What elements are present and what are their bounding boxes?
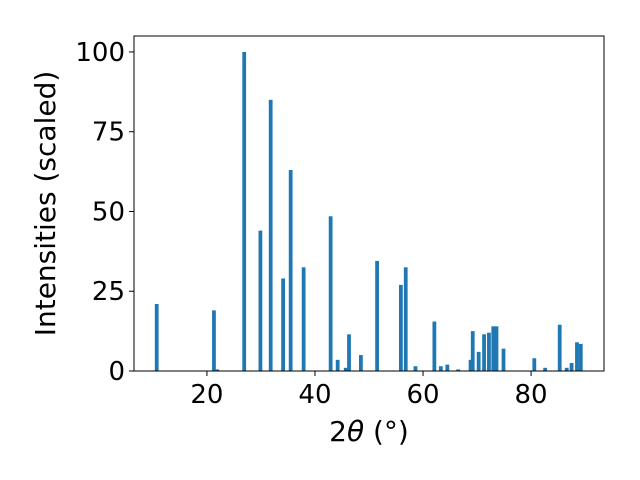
x-axis-label-unit: (°) <box>364 415 409 448</box>
bar <box>347 334 351 371</box>
bar <box>456 369 461 371</box>
bar <box>501 348 506 371</box>
bar <box>242 51 247 371</box>
bar <box>343 367 348 371</box>
bar <box>432 321 437 371</box>
x-tick-label: 80 <box>515 380 548 410</box>
bar <box>154 304 159 371</box>
bar <box>557 324 562 371</box>
y-tick-label: 75 <box>92 118 125 148</box>
bar <box>301 267 306 371</box>
bar <box>281 278 285 371</box>
bar <box>575 342 579 371</box>
bar <box>375 260 379 371</box>
bar <box>468 359 473 371</box>
y-tick-label: 0 <box>108 357 125 387</box>
bar <box>212 310 216 371</box>
bar <box>215 369 220 371</box>
plot-frame <box>133 35 605 372</box>
bar <box>258 230 263 371</box>
bar <box>268 99 273 372</box>
bar <box>494 326 499 371</box>
bar <box>532 358 537 371</box>
y-tick-label: 50 <box>92 197 125 227</box>
bar <box>445 364 450 371</box>
bar <box>578 343 583 371</box>
bar <box>564 367 569 371</box>
x-axis-label-main: 2 <box>329 415 347 448</box>
bar <box>470 331 475 371</box>
bar <box>543 367 548 371</box>
bar <box>413 366 418 371</box>
bar <box>482 334 486 371</box>
bar <box>403 267 408 371</box>
x-axis-label-theta: θ <box>347 415 364 448</box>
x-axis: 20 40 60 80 <box>190 371 548 410</box>
bar <box>438 366 443 371</box>
bar <box>569 363 574 371</box>
bar <box>328 216 333 371</box>
bar <box>476 351 481 371</box>
y-axis: 0 25 50 75 100 <box>75 38 134 387</box>
bars-group <box>154 51 583 372</box>
y-axis-label: Intensities (scaled) <box>29 71 62 337</box>
x-axis-label: 2θ (°) <box>329 415 409 448</box>
y-tick-label: 25 <box>92 277 125 307</box>
bar <box>288 170 293 371</box>
bar <box>491 326 496 371</box>
x-tick-label: 40 <box>298 380 331 410</box>
bar <box>335 359 340 371</box>
y-tick-label: 100 <box>75 38 125 68</box>
bar <box>398 284 403 371</box>
x-tick-label: 60 <box>406 380 439 410</box>
x-tick-label: 20 <box>190 380 223 410</box>
bar <box>359 355 363 371</box>
bar <box>487 332 491 371</box>
